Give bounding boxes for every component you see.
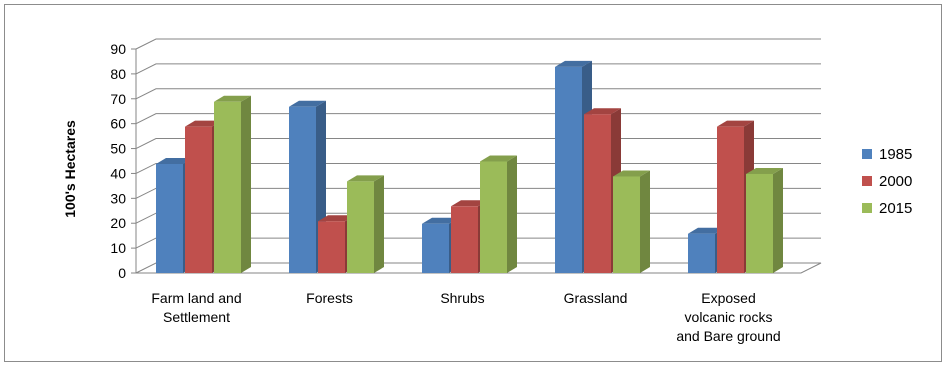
- bar-front: [584, 114, 611, 273]
- y-tick-label: 0: [118, 265, 126, 281]
- bar-top: [214, 95, 251, 102]
- y-tick-label: 60: [110, 116, 126, 132]
- bar-top: [422, 217, 459, 224]
- bar-front: [156, 164, 183, 273]
- legend-swatch-1985: [862, 149, 872, 159]
- legend-label-2000: 2000: [879, 173, 912, 190]
- bar-top: [613, 170, 650, 177]
- bar-1985-1: [289, 100, 326, 273]
- x-category-label-line: and Bare ground: [676, 328, 780, 344]
- x-category-label: Grassland: [564, 290, 628, 306]
- x-category-label-line: Settlement: [163, 309, 230, 325]
- bar-front: [555, 66, 582, 273]
- bars: [156, 60, 783, 274]
- y-tick-label: 90: [110, 41, 126, 57]
- bar-front: [422, 223, 449, 273]
- x-category-label-line: Shrubs: [440, 290, 484, 306]
- legend-swatch-2000: [862, 176, 872, 186]
- bar-side: [640, 170, 650, 273]
- x-category-label-line: Forests: [306, 290, 353, 306]
- bar-front: [480, 161, 507, 273]
- legend-label-2015: 2015: [879, 200, 912, 217]
- bar-front: [613, 176, 640, 273]
- bar-front: [185, 126, 212, 274]
- gridline: [135, 63, 821, 75]
- y-axis-ticks: 0 10 20 30 40 50 60 70 80 90: [110, 41, 136, 281]
- x-category-label-line: Farm land and: [151, 290, 241, 306]
- bar-top: [318, 215, 355, 222]
- x-category-label-line: Grassland: [564, 290, 628, 306]
- x-category-label: Exposed volcanic rocks and Bare ground: [676, 290, 780, 344]
- y-tick-label: 40: [110, 165, 126, 181]
- bar-top: [156, 158, 193, 164]
- bar-top: [688, 227, 725, 234]
- legend-label-1985: 1985: [879, 146, 912, 163]
- bar-front: [289, 106, 316, 273]
- x-category-label: Forests: [306, 290, 353, 306]
- bar-side: [773, 167, 783, 273]
- bar-side: [507, 155, 517, 273]
- bar-front: [347, 181, 374, 273]
- bar-front: [318, 221, 345, 273]
- bar-top: [347, 175, 384, 182]
- y-tick-label: 10: [110, 240, 126, 256]
- legend-swatch-2015: [862, 203, 872, 213]
- bar-front: [214, 101, 241, 274]
- bar-top: [185, 120, 222, 127]
- bar-2015-4: [746, 167, 783, 273]
- bar-2015-2: [480, 155, 517, 273]
- x-category-label: Shrubs: [440, 290, 484, 306]
- bar-side: [374, 175, 384, 273]
- gridline: [135, 38, 821, 50]
- x-axis-labels: Farm land and Settlement Forests Shrubs Gras…: [151, 290, 780, 344]
- y-axis-label: 100's Hectares: [62, 120, 78, 218]
- y-tick-label: 80: [110, 66, 126, 82]
- x-category-label-line: Exposed: [701, 290, 755, 306]
- legend: 1985 2000 2015: [862, 146, 912, 217]
- bar-top: [480, 155, 517, 162]
- bar-top: [584, 108, 621, 115]
- bar-side: [241, 95, 251, 274]
- bar-front: [451, 206, 478, 273]
- bar-front: [717, 126, 744, 274]
- bar-2015-3: [613, 170, 650, 273]
- bar-front: [688, 233, 715, 273]
- y-tick-label: 20: [110, 215, 126, 231]
- x-category-label-line: volcanic rocks: [685, 309, 773, 325]
- y-tick-label: 50: [110, 141, 126, 157]
- chart-frame: 0 10 20 30 40 50 60 70 80 90 Farm land and Settlem…: [4, 4, 942, 362]
- bar-top: [717, 120, 754, 127]
- bar-top: [555, 60, 592, 67]
- bar-top: [746, 167, 783, 174]
- bar-chart: 0 10 20 30 40 50 60 70 80 90 Farm land and Settlem…: [62, 38, 912, 344]
- bar-2015-0: [214, 95, 251, 274]
- bar-top: [289, 100, 326, 107]
- bar-2015-1: [347, 175, 384, 273]
- x-category-label: Farm land and Settlement: [151, 290, 241, 325]
- y-tick-label: 70: [110, 91, 126, 107]
- bar-top: [451, 200, 488, 207]
- gridline: [135, 88, 821, 100]
- y-tick-label: 30: [110, 190, 126, 206]
- bar-front: [746, 173, 773, 273]
